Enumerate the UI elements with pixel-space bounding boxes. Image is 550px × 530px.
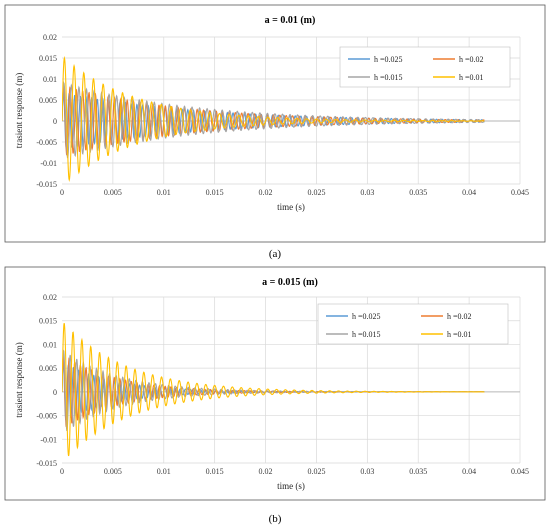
y-tick-label: 0.015 xyxy=(39,317,57,326)
y-tick-label: 0.01 xyxy=(43,75,57,84)
x-tick-label: 0.03 xyxy=(360,188,374,197)
y-tick-label: -0.01 xyxy=(40,435,57,444)
chart-panel-b: a = 0.015 (m) 0 0.005 0.01 0.015 0.02 0.025 0.0… xyxy=(4,266,546,525)
y-tick-label: 0.01 xyxy=(43,340,57,349)
legend-entry: h =0.01 xyxy=(459,73,484,82)
legend-entry: h =0.02 xyxy=(447,312,472,321)
legend-entry: h =0.015 xyxy=(374,73,403,82)
y-tick-label: 0.005 xyxy=(39,96,57,105)
chart-title: a = 0.01 (m) xyxy=(265,15,316,26)
x-tick-label: 0.035 xyxy=(409,188,427,197)
legend-box xyxy=(339,46,511,88)
y-tick-label: 0.015 xyxy=(39,54,57,63)
y-tick-label: -0.005 xyxy=(36,412,57,421)
panel-label: (a) xyxy=(269,248,282,260)
series-line-h-0.02 xyxy=(62,85,485,156)
y-tick-label: 0.005 xyxy=(39,364,57,373)
x-tick-label: 0.03 xyxy=(360,467,374,476)
x-tick-label: 0.04 xyxy=(462,467,476,476)
chart-title: a = 0.015 (m) xyxy=(262,277,318,288)
x-tick-label: 0.005 xyxy=(104,467,122,476)
x-tick-label: 0.02 xyxy=(259,467,273,476)
x-tick-label: 0.025 xyxy=(307,467,325,476)
x-tick-label: 0.02 xyxy=(259,188,273,197)
x-tick-label: 0 xyxy=(60,188,64,197)
y-tick-label: 0.02 xyxy=(43,293,57,302)
y-tick-label: 0 xyxy=(53,117,57,126)
x-tick-label: 0.04 xyxy=(462,188,476,197)
chart-panel-a: a = 0.01 (m) 0 0.005 0.01 0.015 0.02 0.025 0.03… xyxy=(4,4,546,260)
y-axis-label: trasient response (m) xyxy=(14,73,24,148)
legend-entry: h =0.015 xyxy=(352,330,381,339)
y-tick-label: 0 xyxy=(53,388,57,397)
x-tick-label: 0.01 xyxy=(157,188,171,197)
y-tick-label: 0.02 xyxy=(43,33,57,42)
legend-box xyxy=(317,303,509,345)
x-tick-label: 0.01 xyxy=(157,467,171,476)
x-tick-label: 0.025 xyxy=(307,188,325,197)
y-tick-label: -0.01 xyxy=(40,159,57,168)
legend-entry: h =0.02 xyxy=(459,55,484,64)
panel-label: (b) xyxy=(269,513,282,525)
x-tick-label: 0 xyxy=(60,467,64,476)
series-line-h-0.01 xyxy=(62,323,485,457)
y-tick-label: -0.015 xyxy=(36,459,57,468)
legend-entry: h =0.025 xyxy=(352,312,381,321)
x-tick-label: 0.045 xyxy=(511,188,529,197)
chart-frame xyxy=(4,266,546,501)
y-tick-label: -0.015 xyxy=(36,180,57,189)
x-tick-label: 0.005 xyxy=(104,188,122,197)
series-line-h-0.015 xyxy=(62,81,485,160)
y-tick-label: -0.005 xyxy=(36,138,57,147)
x-tick-label: 0.035 xyxy=(409,467,427,476)
legend-entry: h =0.025 xyxy=(374,55,403,64)
x-tick-label: 0.015 xyxy=(206,467,224,476)
legend-entry: h =0.01 xyxy=(447,330,472,339)
series-line-h-0.01 xyxy=(62,55,485,183)
x-axis-label: time (s) xyxy=(277,481,305,491)
x-tick-label: 0.015 xyxy=(206,188,224,197)
x-tick-label: 0.045 xyxy=(511,467,529,476)
x-axis-label: time (s) xyxy=(277,202,305,212)
y-axis-label: trasient response (m) xyxy=(14,342,24,417)
